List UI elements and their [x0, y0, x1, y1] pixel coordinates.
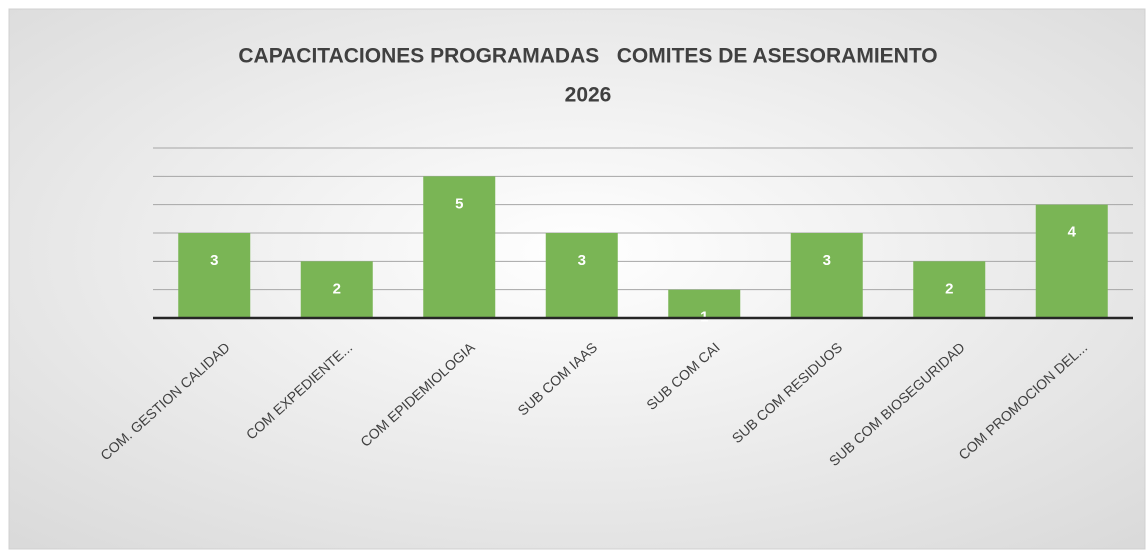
bar	[1035, 204, 1108, 318]
data-label: 5	[455, 195, 463, 212]
data-label: 2	[333, 280, 341, 297]
chart-title: 2026	[565, 84, 612, 107]
data-label: 4	[1068, 224, 1077, 241]
bar	[178, 233, 251, 318]
data-label: 2	[945, 280, 953, 297]
data-label: 3	[210, 252, 218, 269]
bar	[300, 261, 373, 318]
bar	[668, 289, 741, 318]
bar	[913, 261, 986, 318]
data-label: 3	[823, 252, 831, 269]
bar	[545, 233, 618, 318]
bar	[790, 233, 863, 318]
data-label: 3	[578, 252, 586, 269]
bar	[423, 176, 496, 318]
chart-title: CAPACITACIONES PROGRAMADAS COMITES DE AS…	[238, 45, 937, 68]
